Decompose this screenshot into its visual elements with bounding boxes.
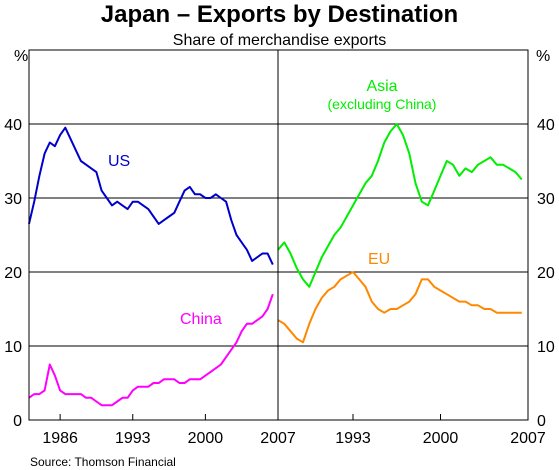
x-tick-label-left-1993: 1993 xyxy=(115,430,151,447)
chart-title: Japan – Exports by Destination xyxy=(100,1,459,28)
left-unit-label: % xyxy=(14,48,28,65)
us-series-label: US xyxy=(108,153,130,170)
y-tick-label-left-0: 0 xyxy=(13,413,22,430)
y-tick-label-right-10: 10 xyxy=(537,339,555,356)
y-tick-label-left-10: 10 xyxy=(4,339,22,356)
x-tick-label-right-1993: 1993 xyxy=(335,430,371,447)
x-tick-label-right-2007: 2007 xyxy=(510,430,546,447)
series-line-right-1 xyxy=(277,271,522,344)
y-tick-label-left-40: 40 xyxy=(4,117,22,134)
y-tick-label-right-40: 40 xyxy=(537,117,555,134)
y-tick-label-left-30: 30 xyxy=(4,191,22,208)
x-tick-label-left-1986: 1986 xyxy=(42,430,78,447)
y-tick-label-right-30: 30 xyxy=(537,191,555,208)
x-tick-label-left-2007: 2007 xyxy=(260,430,296,447)
x-tick-label-left-2000: 2000 xyxy=(188,430,224,447)
x-tick-label-right-2000: 2000 xyxy=(423,430,459,447)
chart-subtitle: Share of merchandise exports xyxy=(172,32,387,49)
grid-layer xyxy=(29,123,528,347)
series-line-left-0 xyxy=(28,126,274,266)
asia-series-label: Asia xyxy=(366,78,397,95)
right-unit-label: % xyxy=(536,48,550,65)
eu-series-label: EU xyxy=(368,251,390,268)
y-tick-label-right-20: 20 xyxy=(537,265,555,282)
china-series-label: China xyxy=(180,311,222,328)
y-tick-label-right-0: 0 xyxy=(537,413,546,430)
series-line-left-1 xyxy=(28,293,274,407)
asia-series-sublabel: (excluding China) xyxy=(328,96,437,112)
y-tick-label-left-20: 20 xyxy=(4,265,22,282)
series-layer xyxy=(28,123,523,407)
series-line-right-0 xyxy=(277,123,523,288)
source-note: Source: Thomson Financial xyxy=(30,455,176,469)
